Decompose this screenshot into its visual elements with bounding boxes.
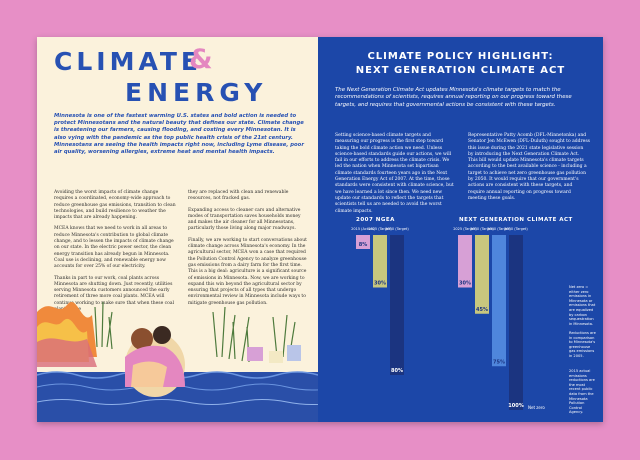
chart-note: 2015 actual emissions reductions are the… (569, 369, 595, 415)
highlight-intro: The Next Generation Climate Act updates … (335, 87, 572, 108)
chart-note: Net zero = either zero emissions in Minn… (569, 285, 596, 326)
intro-paragraph: Minnesota is one of the fastest warming … (54, 113, 304, 156)
chart-bar (390, 235, 404, 375)
category-label: 2015 (Actual) (351, 227, 375, 231)
category-label: 2030 (Target) (470, 227, 494, 231)
category-label: 2050 (Target) (504, 227, 528, 231)
highlight-title: CLIMATE POLICY HIGHLIGHT: NEXT GENERATIO… (318, 50, 603, 78)
bar-value-label: 100% (508, 403, 523, 409)
chart-bar (492, 235, 506, 367)
magazine-spread: CLIMATE & ENERGY Minnesota is one of the… (37, 37, 603, 422)
category-label: 2040 (Target) (487, 227, 511, 231)
left-column-2: they are replaced with clean and renewab… (188, 190, 310, 312)
net-zero-label: Net zero (528, 405, 545, 410)
chart-bar (458, 235, 472, 288)
highlight-title-line-2: NEXT GENERATION CLIMATE ACT (355, 65, 566, 76)
bar-value-label: 75% (493, 359, 505, 365)
illustration-flooding-family (37, 301, 318, 422)
title-energy: ENERGY (125, 78, 268, 107)
bar-value-label: 80% (391, 368, 403, 374)
right-page: CLIMATE POLICY HIGHLIGHT: NEXT GENERATIO… (318, 37, 603, 422)
right-column-1: Setting science-based climate targets an… (335, 133, 454, 214)
paragraph: Expanding access to cleaner cars and alt… (188, 207, 301, 232)
paragraph: Avoiding the worst impacts of climate ch… (54, 190, 176, 221)
category-label: 2025 (Target) (453, 227, 477, 231)
bar-value-label: 8% (359, 242, 368, 248)
left-page: CLIMATE & ENERGY Minnesota is one of the… (37, 37, 318, 422)
title-ampersand: & (189, 44, 213, 75)
highlight-title-line-1: CLIMATE POLICY HIGHLIGHT: (367, 51, 554, 62)
category-label: 2025 (Target) (368, 227, 392, 231)
paragraph: Finally, we are working to start convers… (188, 237, 307, 306)
chart-bar (373, 235, 387, 288)
chart-note: Reductions are in comparison to Minnesot… (569, 331, 596, 358)
bar-value-label: 45% (476, 307, 488, 313)
chart-group-title-ngca: NEXT GENERATION CLIMATE ACT (459, 217, 573, 223)
bar-value-label: 30% (459, 281, 471, 287)
category-label: 2050 (Target) (385, 227, 409, 231)
right-column-2: Representative Patty Acomb (DFL-Minneton… (468, 133, 590, 201)
paragraph: MCEA knows that we need to work in all a… (54, 226, 174, 270)
paragraph: they are replaced with clean and renewab… (188, 190, 289, 202)
title-climate: CLIMATE (54, 47, 202, 76)
chart-bar (509, 235, 523, 410)
left-column-1: Avoiding the worst impacts of climate ch… (54, 190, 176, 318)
bar-value-label: 30% (374, 281, 386, 287)
chart-group-title-2007: 2007 NGEA (356, 217, 395, 223)
chart-canvas: 2015 (Actual) 8% 2025 (Target) 30% 2050 (Tar… (351, 227, 545, 410)
chart-bar (475, 235, 489, 314)
emissions-targets-chart: 2007 NGEA NEXT GENERATION CLIMATE ACT 20… (328, 217, 596, 415)
chart-bar (356, 235, 370, 249)
